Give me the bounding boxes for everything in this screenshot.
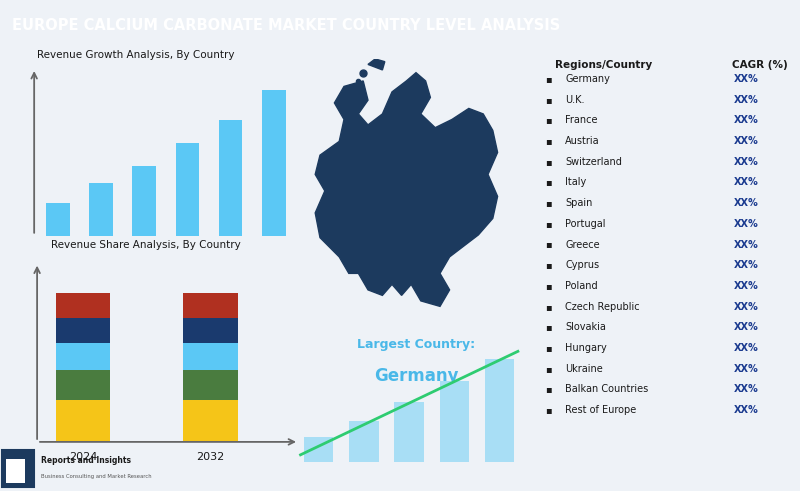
Polygon shape xyxy=(315,73,498,306)
Text: Austria: Austria xyxy=(565,136,600,146)
Text: ▪: ▪ xyxy=(545,74,552,84)
Text: Switzerland: Switzerland xyxy=(565,157,622,167)
Text: 2032: 2032 xyxy=(196,452,225,463)
Text: Balkan Countries: Balkan Countries xyxy=(565,384,649,394)
Text: ▪: ▪ xyxy=(545,260,552,270)
Text: XX%: XX% xyxy=(734,281,758,291)
Text: ▪: ▪ xyxy=(545,136,552,146)
Bar xyxy=(350,421,378,462)
Text: Revenue Share Analysis, By Country: Revenue Share Analysis, By Country xyxy=(51,240,241,250)
Polygon shape xyxy=(368,59,385,70)
Bar xyxy=(183,293,238,318)
Text: Rest of Europe: Rest of Europe xyxy=(565,405,637,415)
Text: XX%: XX% xyxy=(734,384,758,394)
Bar xyxy=(218,120,242,236)
Bar xyxy=(46,203,70,236)
Bar xyxy=(56,370,110,400)
Bar xyxy=(183,318,238,343)
Text: XX%: XX% xyxy=(734,157,758,167)
Bar xyxy=(175,143,199,236)
Text: U.K.: U.K. xyxy=(565,95,585,105)
Bar xyxy=(183,370,238,400)
Text: Business Consulting and Market Research: Business Consulting and Market Research xyxy=(41,474,151,479)
Text: XX%: XX% xyxy=(734,136,758,146)
Text: Greece: Greece xyxy=(565,240,600,249)
Bar xyxy=(183,400,238,442)
Bar xyxy=(440,381,470,462)
Text: Portugal: Portugal xyxy=(565,219,606,229)
Text: ▪: ▪ xyxy=(545,115,552,125)
Text: ▪: ▪ xyxy=(545,240,552,249)
FancyBboxPatch shape xyxy=(2,450,34,488)
Text: Cyprus: Cyprus xyxy=(565,260,599,270)
Text: XX%: XX% xyxy=(734,95,758,105)
Text: XX%: XX% xyxy=(734,364,758,374)
Text: ▪: ▪ xyxy=(545,364,552,374)
Text: XX%: XX% xyxy=(734,177,758,188)
Text: ▪: ▪ xyxy=(545,95,552,105)
FancyBboxPatch shape xyxy=(6,459,26,483)
Text: ▪: ▪ xyxy=(545,219,552,229)
Bar xyxy=(183,343,238,370)
Text: ▪: ▪ xyxy=(545,301,552,312)
Text: ▪: ▪ xyxy=(545,157,552,167)
Text: Spain: Spain xyxy=(565,198,593,208)
Text: XX%: XX% xyxy=(734,198,758,208)
Text: CAGR (%): CAGR (%) xyxy=(731,60,787,70)
Text: Germany: Germany xyxy=(565,74,610,84)
Text: 2024: 2024 xyxy=(69,452,97,463)
Text: ▪: ▪ xyxy=(545,281,552,291)
Text: Italy: Italy xyxy=(565,177,586,188)
Bar xyxy=(485,359,514,462)
Text: Regions/Country: Regions/Country xyxy=(555,60,652,70)
Text: XX%: XX% xyxy=(734,260,758,270)
Text: Poland: Poland xyxy=(565,281,598,291)
Bar xyxy=(56,400,110,442)
Text: ▪: ▪ xyxy=(545,198,552,208)
Text: Slovakia: Slovakia xyxy=(565,322,606,332)
Text: ▪: ▪ xyxy=(545,177,552,188)
Bar xyxy=(56,293,110,318)
Bar xyxy=(394,403,424,462)
Text: XX%: XX% xyxy=(734,343,758,353)
Text: XX%: XX% xyxy=(734,115,758,125)
Text: XX%: XX% xyxy=(734,74,758,84)
Text: XX%: XX% xyxy=(734,322,758,332)
Text: Revenue Growth Analysis, By Country: Revenue Growth Analysis, By Country xyxy=(37,51,234,60)
Text: EUROPE CALCIUM CARBONATE MARKET COUNTRY LEVEL ANALYSIS: EUROPE CALCIUM CARBONATE MARKET COUNTRY … xyxy=(12,18,560,33)
Bar xyxy=(56,318,110,343)
Text: Largest Country:: Largest Country: xyxy=(357,338,475,351)
Text: Czech Republic: Czech Republic xyxy=(565,301,640,312)
Bar xyxy=(304,437,334,462)
Bar xyxy=(262,90,286,236)
Bar xyxy=(56,343,110,370)
Text: ▪: ▪ xyxy=(545,384,552,394)
Bar xyxy=(132,166,156,236)
Text: XX%: XX% xyxy=(734,301,758,312)
Text: Ukraine: Ukraine xyxy=(565,364,603,374)
Text: XX%: XX% xyxy=(734,405,758,415)
Text: Germany: Germany xyxy=(374,367,458,385)
Text: Reports and Insights: Reports and Insights xyxy=(41,456,131,464)
Bar xyxy=(90,183,113,236)
Text: ▪: ▪ xyxy=(545,405,552,415)
Text: ▪: ▪ xyxy=(545,322,552,332)
Text: XX%: XX% xyxy=(734,219,758,229)
Text: Hungary: Hungary xyxy=(565,343,607,353)
Text: France: France xyxy=(565,115,598,125)
Text: XX%: XX% xyxy=(734,240,758,249)
Text: ▪: ▪ xyxy=(545,343,552,353)
